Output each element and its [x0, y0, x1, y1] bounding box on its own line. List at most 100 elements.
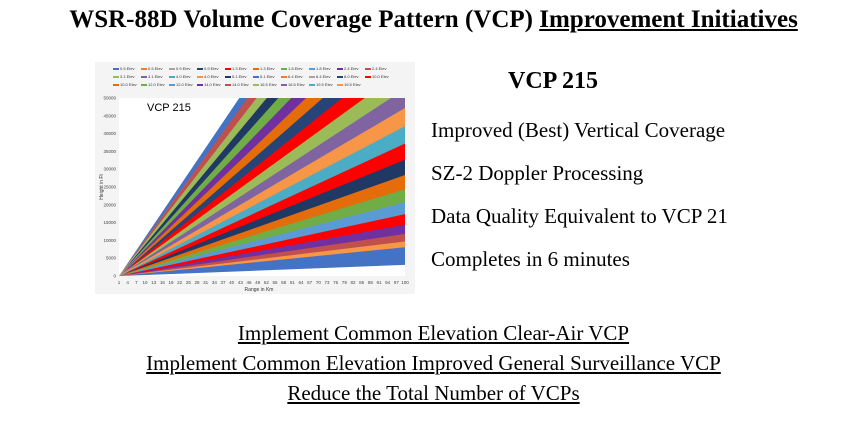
x-tick-label: 49: [255, 280, 261, 285]
x-tick-label: 13: [151, 280, 157, 285]
y-tick-label: 20000: [103, 202, 116, 207]
x-tick-label: 4: [126, 280, 129, 285]
x-tick-label: 76: [333, 280, 339, 285]
legend-swatch: [309, 67, 315, 70]
legend-item: 10.0 Elev: [365, 74, 393, 80]
beam-wedge: [119, 189, 405, 276]
legend-item: 1.3 Elev: [225, 66, 253, 72]
legend-item: 1.8 Elev: [281, 66, 309, 72]
x-tick-label: 46: [246, 280, 252, 285]
feature-list: Improved (Best) Vertical Coverage SZ-2 D…: [431, 116, 728, 288]
beam-wedge: [119, 224, 405, 276]
title-main: WSR-88D Volume Coverage Pattern (VCP): [69, 6, 533, 33]
beam-wedge: [119, 126, 405, 276]
page-title: WSR-88D Volume Coverage Pattern (VCP) Im…: [0, 6, 867, 34]
legend-swatch: [225, 67, 231, 70]
x-tick-label: 100: [401, 280, 409, 285]
beam-wedge: [119, 143, 405, 276]
beam-group: [119, 98, 405, 276]
y-tick-label: 35000: [103, 149, 116, 154]
beam-wedge: [119, 175, 405, 276]
legend-item: 1.3 Elev: [253, 66, 281, 72]
x-tick-label: 52: [264, 280, 270, 285]
legend-item: 0.5 Elev: [113, 66, 141, 72]
x-tick-label: 94: [385, 280, 391, 285]
y-tick-label: 5000: [106, 256, 117, 261]
legend-item: 16.5 Elev: [281, 82, 309, 88]
legend-item: 6.4 Elev: [309, 74, 337, 80]
legend-swatch: [225, 83, 231, 86]
x-ticks: 1 4 7 10 13 16 19 22 25 28 31 34 37 40 43 46 49 52 55 58 61 6…: [118, 280, 410, 285]
legend-item: 19.5 Elev: [309, 82, 337, 88]
x-tick-label: 1: [118, 280, 121, 285]
x-tick-label: 97: [394, 280, 400, 285]
beam-wedge: [119, 107, 405, 276]
feature-item: Improved (Best) Vertical Coverage: [431, 118, 726, 142]
legend-swatch: [197, 67, 203, 70]
legend-item: 14.0 Elev: [225, 82, 253, 88]
legend-swatch: [281, 67, 287, 70]
x-tick-label: 61: [290, 280, 296, 285]
y-tick-label: 50000: [103, 96, 116, 101]
legend-swatch: [225, 75, 231, 78]
x-tick-label: 79: [342, 280, 348, 285]
x-tick-label: 40: [229, 280, 235, 285]
initiative-item: Implement Common Elevation Improved Gene…: [146, 351, 721, 375]
legend-item: 3.1 Elev: [141, 74, 169, 80]
x-tick-label: 7: [135, 280, 138, 285]
y-ticks: 0 5000 10000 15000 20000 25000 30000 35000 40000…: [103, 96, 116, 279]
legend-swatch: [253, 67, 259, 70]
legend-swatch: [169, 75, 175, 78]
legend-item: 4.0 Elev: [169, 74, 197, 80]
legend-swatch: [169, 83, 175, 86]
beam-wedge: [119, 214, 405, 276]
legend-item: 4.0 Elev: [197, 74, 225, 80]
y-tick-label: 25000: [103, 185, 116, 190]
legend-swatch: [337, 75, 343, 78]
legend-item: 0.5 Elev: [141, 66, 169, 72]
x-tick-label: 34: [212, 280, 218, 285]
title-underlined: Improvement Initiatives: [539, 6, 798, 33]
x-tick-label: 31: [203, 280, 209, 285]
x-tick-label: 88: [368, 280, 374, 285]
legend-swatch: [113, 83, 119, 86]
x-tick-label: 91: [376, 280, 382, 285]
legend-item: 16.5 Elev: [253, 82, 281, 88]
y-axis-label: Height in Ft: [99, 174, 105, 200]
chart-label: VCP 215: [147, 102, 191, 114]
legend-swatch: [141, 75, 147, 78]
x-tick-label: 82: [350, 280, 356, 285]
y-tick-label: 30000: [103, 167, 116, 172]
beam-wedge: [119, 98, 405, 276]
legend-item: 5.1 Elev: [225, 74, 253, 80]
x-tick-label: 70: [316, 280, 322, 285]
x-axis-label: Range in Km: [245, 287, 274, 293]
x-tick-label: 85: [359, 280, 365, 285]
x-tick-label: 43: [238, 280, 244, 285]
y-tick-label: 40000: [103, 131, 116, 136]
legend-swatch: [253, 75, 259, 78]
y-tick-label: 45000: [103, 113, 116, 118]
legend-swatch: [141, 67, 147, 70]
legend-swatch: [141, 83, 147, 86]
legend-item: 14.0 Elev: [197, 82, 225, 88]
legend-swatch: [169, 67, 175, 70]
x-tick-label: 22: [177, 280, 183, 285]
legend-swatch: [281, 83, 287, 86]
x-tick-label: 10: [142, 280, 148, 285]
legend-swatch: [113, 75, 119, 78]
initiative-item: Implement Common Elevation Clear-Air VCP: [237, 321, 630, 345]
y-tick-label: 15000: [103, 220, 116, 225]
initiative-item: Reduce the Total Number of VCPs: [287, 381, 580, 405]
legend-swatch: [337, 83, 343, 86]
legend-swatch: [309, 75, 315, 78]
legend-item: 0.9 Elev: [169, 66, 197, 72]
legend-item: 12.0 Elev: [141, 82, 169, 88]
legend-item: 8.0 Elev: [337, 74, 365, 80]
legend-swatch: [113, 67, 119, 70]
x-tick-label: 19: [168, 280, 174, 285]
legend-swatch: [365, 67, 371, 70]
x-tick-label: 25: [186, 280, 192, 285]
legend-swatch: [197, 75, 203, 78]
legend-item: 6.4 Elev: [281, 74, 309, 80]
